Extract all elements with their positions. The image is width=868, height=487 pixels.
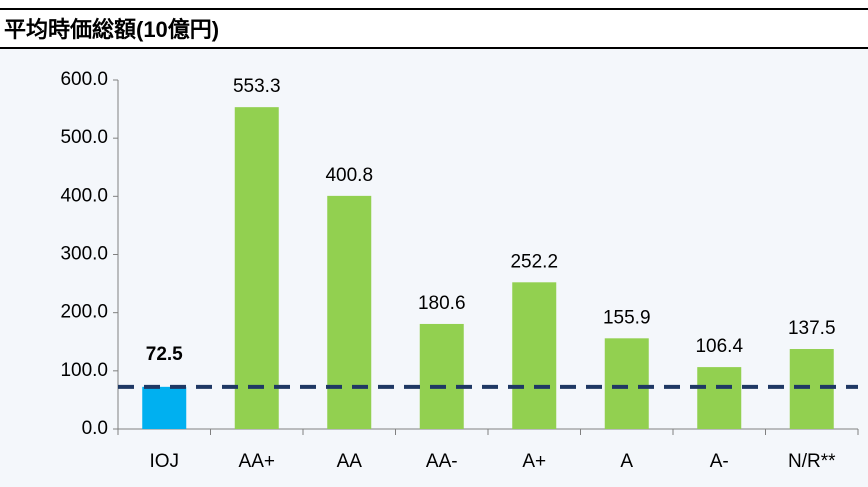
data-label: 106.4 <box>695 336 743 357</box>
y-tick-label: 100.0 <box>60 360 108 381</box>
y-tick-label: 0.0 <box>82 418 108 439</box>
bar <box>419 323 464 429</box>
bar <box>604 338 649 429</box>
y-tick-label: 400.0 <box>60 185 108 206</box>
y-tick-label: 600.0 <box>60 69 108 90</box>
x-tick-label: A <box>620 451 633 472</box>
data-label: 72.5 <box>146 344 183 365</box>
x-tick-label: N/R** <box>788 451 836 472</box>
data-label: 252.2 <box>510 251 558 272</box>
bar <box>142 386 187 429</box>
bar <box>327 195 372 429</box>
y-tick-label: 500.0 <box>60 127 108 148</box>
bar <box>512 282 557 429</box>
data-label: 155.9 <box>603 307 651 328</box>
x-tick-label: A+ <box>522 451 546 472</box>
bar <box>697 367 742 429</box>
data-label: 553.3 <box>233 76 281 97</box>
y-tick-label: 300.0 <box>60 244 108 265</box>
data-label: 400.8 <box>325 165 373 186</box>
chart-title: 平均時価総額(10億円) <box>4 17 219 42</box>
data-label: 137.5 <box>788 318 836 339</box>
x-tick-label: AA- <box>426 451 458 472</box>
x-tick-label: IOJ <box>149 451 179 472</box>
x-tick-label: A- <box>710 451 729 472</box>
y-tick-label: 200.0 <box>60 302 108 323</box>
bar <box>789 349 834 429</box>
x-tick-label: AA <box>337 451 363 472</box>
x-tick-label: AA+ <box>239 451 275 472</box>
data-label: 180.6 <box>418 293 466 314</box>
bar <box>234 107 279 430</box>
